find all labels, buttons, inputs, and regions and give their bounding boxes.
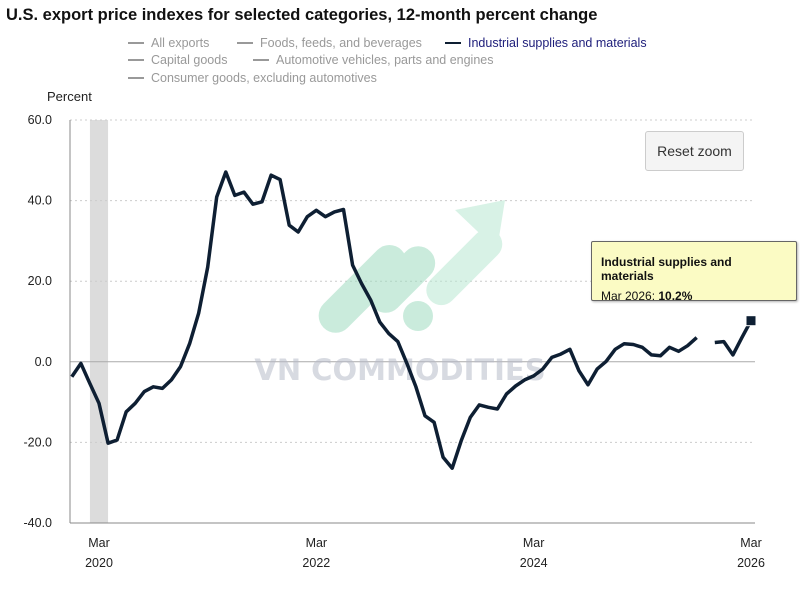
watermark-dot (403, 301, 433, 331)
legend-swatch (237, 42, 253, 44)
tooltip: Industrial supplies and materials Mar 20… (591, 241, 797, 303)
tooltip-date: Mar 2026 (601, 289, 652, 303)
x-tick-month: Mar (88, 536, 110, 550)
legend-swatch (253, 59, 269, 61)
tooltip-sep: : (651, 289, 659, 303)
watermark-arrow-head (455, 200, 505, 250)
hover-marker (745, 315, 757, 327)
legend-item-consumer-goods[interactable]: Consumer goods, excluding automotives (128, 71, 377, 85)
legend-item-automotive[interactable]: Automotive vehicles, parts and engines (253, 53, 494, 67)
x-tick-year: 2022 (302, 556, 330, 570)
legend-swatch (128, 77, 144, 79)
watermark-bar (368, 246, 436, 313)
legend-item-capital-goods[interactable]: Capital goods (128, 53, 227, 67)
watermark-text: VN COMMODITIES (254, 353, 545, 387)
tooltip-series: Industrial supplies and materials (601, 255, 732, 283)
y-axis-label: Percent (47, 89, 92, 104)
x-tick-year: 2024 (520, 556, 548, 570)
legend-item-industrial[interactable]: Industrial supplies and materials (445, 36, 647, 50)
legend-label: All exports (151, 36, 210, 50)
legend-label: Industrial supplies and materials (468, 36, 647, 50)
legend-label: Consumer goods, excluding automotives (151, 71, 377, 85)
y-tick-label: 40.0 (28, 194, 52, 208)
legend-swatch (445, 42, 461, 44)
x-tick-year: 2020 (85, 556, 113, 570)
watermark-logo: VN COMMODITIES (254, 200, 546, 387)
y-tick-label: 60.0 (28, 113, 52, 127)
legend-label: Foods, feeds, and beverages (260, 36, 422, 50)
legend-item-all-exports[interactable]: All exports (128, 36, 209, 50)
legend-label: Capital goods (151, 53, 228, 67)
x-tick-year: 2026 (737, 556, 765, 570)
watermark-arrow-shaft (426, 229, 503, 306)
legend-item-foods[interactable]: Foods, feeds, and beverages (237, 36, 422, 50)
y-tick-label: -40.0 (24, 516, 53, 530)
chart-title: U.S. export price indexes for selected c… (6, 6, 598, 24)
reset-zoom-button[interactable]: Reset zoom (645, 131, 744, 171)
x-tick-month: Mar (523, 536, 545, 550)
recession-shading (89, 120, 109, 523)
y-tick-label: -20.0 (24, 435, 53, 449)
y-tick-label: 20.0 (28, 274, 52, 288)
y-tick-label: 0.0 (35, 355, 52, 369)
tooltip-value: 10.2% (658, 289, 693, 303)
legend-swatch (128, 59, 144, 61)
x-tick-month: Mar (740, 536, 762, 550)
legend-label: Automotive vehicles, parts and engines (276, 53, 494, 67)
x-tick-month: Mar (306, 536, 328, 550)
legend-swatch (128, 42, 144, 44)
